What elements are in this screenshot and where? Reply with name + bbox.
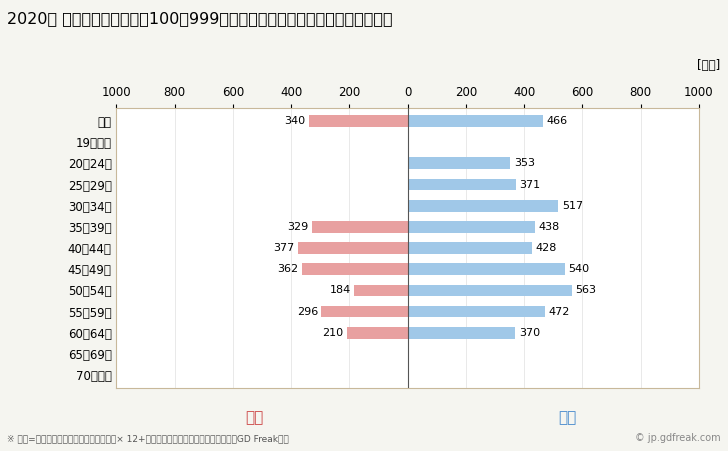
Bar: [322, 306, 408, 318]
Text: 210: 210: [322, 328, 343, 338]
Text: 女性: 女性: [245, 410, 264, 425]
Bar: [408, 263, 565, 275]
Text: 353: 353: [514, 158, 535, 168]
Bar: [408, 327, 515, 339]
Text: 472: 472: [549, 307, 570, 317]
Bar: [408, 157, 510, 169]
Text: 男性: 男性: [558, 410, 577, 425]
Bar: [309, 115, 408, 127]
Bar: [408, 221, 535, 233]
Text: 517: 517: [562, 201, 583, 211]
Bar: [347, 327, 408, 339]
Bar: [408, 306, 545, 318]
Text: [万円]: [万円]: [697, 59, 721, 72]
Text: 563: 563: [575, 285, 596, 295]
Text: 438: 438: [539, 222, 560, 232]
Bar: [354, 285, 408, 296]
Bar: [408, 285, 571, 296]
Bar: [298, 242, 408, 254]
Text: 184: 184: [329, 285, 351, 295]
Text: 296: 296: [297, 307, 318, 317]
Text: 466: 466: [547, 116, 568, 126]
Bar: [408, 179, 515, 190]
Bar: [302, 263, 408, 275]
Text: 340: 340: [284, 116, 305, 126]
Text: ※ 年収=「きまって支給する現金給与額」× 12+「年間賞与その他特別給与額」としてGD Freak推計: ※ 年収=「きまって支給する現金給与額」× 12+「年間賞与その他特別給与額」と…: [7, 434, 289, 443]
Text: 371: 371: [519, 179, 540, 189]
Bar: [408, 242, 532, 254]
Bar: [312, 221, 408, 233]
Bar: [408, 115, 543, 127]
Text: © jp.gdfreak.com: © jp.gdfreak.com: [635, 433, 721, 443]
Text: 428: 428: [536, 243, 557, 253]
Text: 540: 540: [569, 264, 590, 274]
Text: 2020年 民間企業（従業者数100～999人）フルタイム労働者の男女別平均年収: 2020年 民間企業（従業者数100～999人）フルタイム労働者の男女別平均年収: [7, 11, 393, 26]
Bar: [408, 200, 558, 212]
Text: 370: 370: [519, 328, 540, 338]
Text: 362: 362: [277, 264, 298, 274]
Text: 377: 377: [273, 243, 294, 253]
Text: 329: 329: [287, 222, 309, 232]
